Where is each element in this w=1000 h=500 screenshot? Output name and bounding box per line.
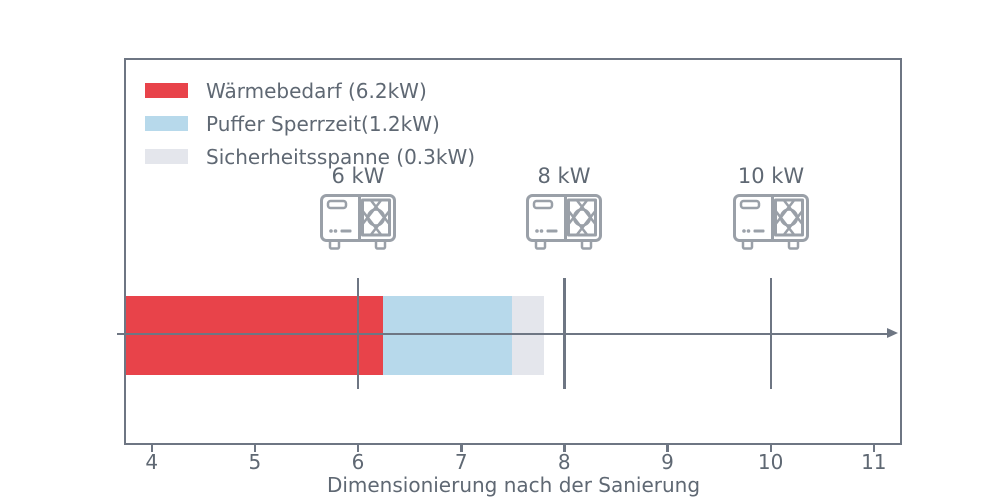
heat-pump-icon-8kw — [526, 194, 602, 251]
legend-swatch-buffer — [145, 116, 188, 131]
heat-pump-icon-10kw — [733, 194, 809, 251]
bar-segment-safety-margin — [512, 296, 544, 375]
heat-pump-icon-6kw — [320, 194, 396, 251]
x-axis-title: Dimensionierung nach der Sanierung — [326, 473, 701, 497]
tick-mark-8 — [563, 444, 566, 452]
tick-label-6: 6 — [351, 450, 365, 474]
power-axis-arrow-head-icon — [887, 328, 898, 339]
tick-label-4: 4 — [145, 450, 159, 474]
tick-mark-10 — [769, 444, 773, 452]
tick-mark-7 — [460, 444, 463, 452]
legend-swatch-heat-demand — [145, 83, 188, 98]
tick-label-11: 11 — [861, 450, 887, 474]
pump-label-10kw: 10 kW — [737, 164, 805, 188]
tick-label-7: 7 — [454, 450, 468, 474]
tick-mark-4 — [150, 444, 153, 452]
tick-label-8: 8 — [557, 450, 571, 474]
bar-segment-buffer — [383, 296, 512, 375]
pump-label-8kw: 8 kW — [537, 164, 591, 188]
tick-mark-6 — [356, 444, 360, 452]
legend-swatch-safety-margin — [145, 149, 188, 164]
power-axis-arrow-line — [117, 332, 889, 335]
tick-mark-11 — [872, 444, 875, 452]
plot-frame — [124, 58, 902, 445]
tick-mark-5 — [253, 444, 257, 452]
tick-label-9: 9 — [661, 450, 674, 474]
tick-label-10: 10 — [757, 450, 784, 474]
legend-label-safety-margin: Sicherheitsspanne (0.3kW) — [206, 144, 476, 169]
legend-label-heat-demand: Wärmebedarf (6.2kW) — [206, 78, 427, 103]
legend-item-buffer: Puffer Sperrzeit(1.2kW) — [145, 107, 475, 140]
legend-item-safety-margin: Sicherheitsspanne (0.3kW) — [145, 140, 475, 173]
tick-label-5: 5 — [248, 450, 262, 474]
legend-item-heat-demand: Wärmebedarf (6.2kW) — [145, 74, 475, 107]
bar-segment-heat-demand — [126, 296, 383, 375]
tick-mark-9 — [666, 444, 669, 452]
legend-label-buffer: Puffer Sperrzeit(1.2kW) — [206, 111, 440, 136]
pump-label-6kw: 6 kW — [331, 164, 385, 188]
legend: Wärmebedarf (6.2kW) Puffer Sperrzeit(1.2… — [145, 74, 475, 173]
